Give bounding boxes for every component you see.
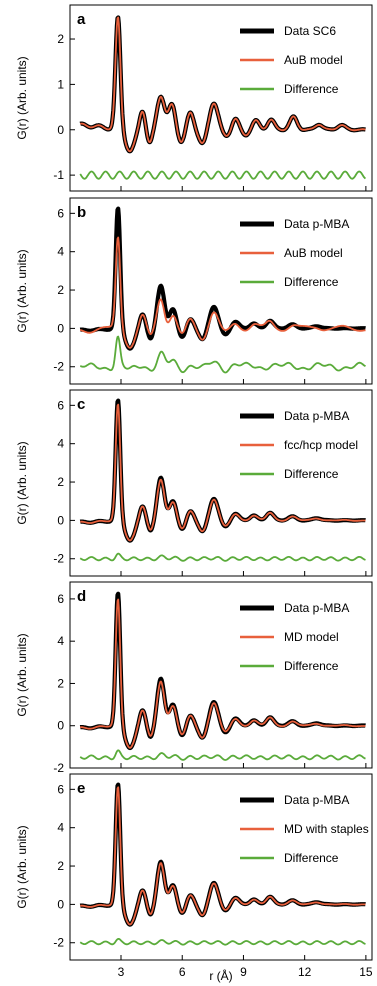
legend: Data SC6 AuB model Difference xyxy=(240,24,343,96)
panel-frame xyxy=(69,581,373,769)
y-tick-label: 6 xyxy=(57,782,64,796)
legend: Data p-MBA AuB model Difference xyxy=(240,217,349,289)
y-axis-label: G(r) (Arb. units) xyxy=(15,441,29,524)
y-tick-label: 2 xyxy=(57,676,64,690)
y-tick-label: 2 xyxy=(57,283,64,297)
y-tick-label: 0 xyxy=(57,897,64,911)
panel-label: c xyxy=(77,396,85,413)
difference-series-line xyxy=(79,749,366,761)
y-tick-label: 1 xyxy=(57,77,64,91)
x-tick-label: 3 xyxy=(118,965,125,979)
y-tick-label: 4 xyxy=(57,245,64,259)
model-series-line xyxy=(79,16,366,153)
panel-frame xyxy=(69,389,373,577)
y-tick-label: -1 xyxy=(53,168,64,182)
legend: Data p-MBA MD with staples Difference xyxy=(240,793,369,865)
panel-frame xyxy=(69,773,373,961)
panel-frame xyxy=(69,197,373,385)
y-tick-label: -2 xyxy=(53,761,64,775)
legend-label-model: fcc/hcp model xyxy=(284,438,358,452)
difference-series-line xyxy=(79,335,366,374)
y-axis-label: G(r) (Arb. units) xyxy=(15,633,29,716)
y-tick-label: 0 xyxy=(57,321,64,335)
panel-label: b xyxy=(77,204,86,221)
legend-label-data: Data p-MBA xyxy=(284,601,349,615)
y-tick-label: -2 xyxy=(53,360,64,374)
difference-series-line xyxy=(79,552,366,562)
legend: Data p-MBA fcc/hcp model Difference xyxy=(240,409,358,481)
y-tick-label: 0 xyxy=(57,513,64,527)
legend-label-data: Data p-MBA xyxy=(284,793,349,807)
model-series-line xyxy=(79,786,366,926)
y-tick-label: -2 xyxy=(53,552,64,566)
legend-label-data: Data SC6 xyxy=(284,24,336,38)
y-tick-label: 6 xyxy=(57,398,64,412)
legend-label-data: Data p-MBA xyxy=(284,217,349,231)
x-tick-label: 6 xyxy=(179,965,186,979)
legend-label-model: AuB model xyxy=(284,53,343,67)
y-tick-label: 4 xyxy=(57,821,64,835)
difference-series-line xyxy=(79,170,366,180)
legend-label-difference: Difference xyxy=(284,275,339,289)
y-tick-label: -2 xyxy=(53,936,64,950)
model-series-line xyxy=(79,598,366,749)
x-tick-label: 12 xyxy=(298,965,312,979)
y-tick-label: 2 xyxy=(57,475,64,489)
y-tick-label: 6 xyxy=(57,206,64,220)
panel-frame xyxy=(69,4,373,192)
y-axis-label: G(r) (Arb. units) xyxy=(15,825,29,908)
y-tick-label: 0 xyxy=(57,719,64,733)
x-axis-label: r (Å) xyxy=(209,968,232,983)
legend-label-difference: Difference xyxy=(284,467,339,481)
y-axis-label: G(r) (Arb. units) xyxy=(15,56,29,139)
model-series-line xyxy=(79,403,366,542)
y-tick-label: 2 xyxy=(57,32,64,46)
panel-label: e xyxy=(77,780,85,797)
legend-label-difference: Difference xyxy=(284,851,339,865)
difference-series-line xyxy=(79,938,366,946)
legend-label-difference: Difference xyxy=(284,659,339,673)
panel-label: d xyxy=(77,588,86,605)
panel-d: d6 4 2 0 -2 G(r) (Arb. units) Data p-MBA MD mod… xyxy=(15,581,373,775)
y-tick-label: 2 xyxy=(57,859,64,873)
legend-label-model: AuB model xyxy=(284,246,343,260)
x-tick-label: 9 xyxy=(240,965,247,979)
legend-label-model: MD with staples xyxy=(284,822,369,836)
panel-c: c6 4 2 0 -2 G(r) (Arb. units) Data p-MBA fcc/hc… xyxy=(15,389,373,577)
panel-b: b6 4 2 0 -2 G(r) (Arb. units) Data p-MBA AuB mo… xyxy=(15,197,373,385)
y-tick-label: 6 xyxy=(57,592,64,606)
y-tick-label: 4 xyxy=(57,634,64,648)
panel-a: a2 1 0 -1 G(r) (Arb. units) Data SC6 AuB model… xyxy=(15,4,373,192)
y-tick-label: 0 xyxy=(57,123,64,137)
y-tick-label: 4 xyxy=(57,437,64,451)
legend-label-model: MD model xyxy=(284,630,339,644)
legend-label-data: Data p-MBA xyxy=(284,409,349,423)
panel-label: a xyxy=(77,11,86,28)
y-axis-label: G(r) (Arb. units) xyxy=(15,249,29,332)
legend-label-difference: Difference xyxy=(284,82,339,96)
x-tick-label: 15 xyxy=(359,965,373,979)
legend: Data p-MBA MD model Difference xyxy=(240,601,349,673)
model-series-line xyxy=(79,236,366,349)
